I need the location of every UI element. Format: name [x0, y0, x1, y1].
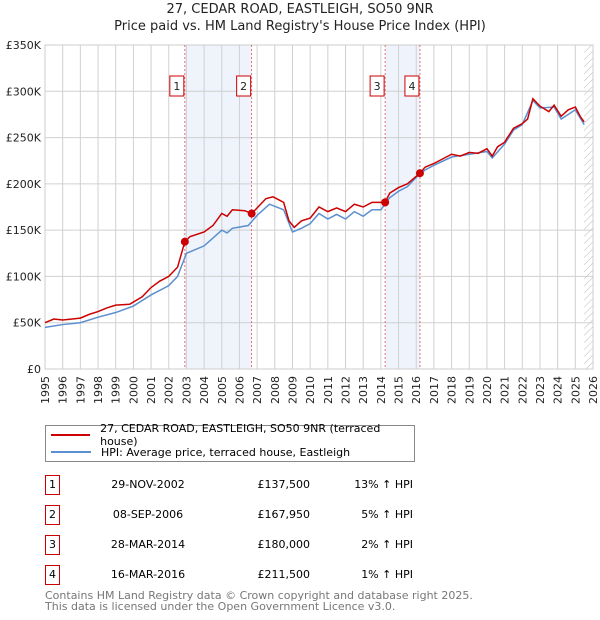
shaded-range [184, 45, 252, 369]
x-tick-label: 2013 [357, 376, 370, 404]
sale-label-box: 3 [369, 75, 385, 97]
x-tick-label: 1998 [92, 376, 105, 404]
shaded-range [385, 45, 420, 369]
sale-point [247, 209, 256, 218]
forecast-hatch [584, 45, 593, 369]
transaction-number: 3 [45, 535, 60, 555]
legend-label: 27, CEDAR ROAD, EASTLEIGH, SO50 9NR (ter… [100, 422, 381, 448]
x-tick-label: 2024 [552, 376, 565, 404]
y-tick-label: £300K [6, 85, 42, 98]
sale-label-box: 4 [404, 75, 420, 97]
x-tick-label: 2022 [516, 376, 529, 404]
x-tick-label: 2004 [198, 376, 211, 404]
price-chart: 1995 1996 1997 1998 1999 2000 2001 2002 2003 2004… [6, 39, 600, 404]
hpi-line [44, 99, 585, 329]
transaction-date: 29-NOV-2002 [111, 478, 185, 491]
footer-licence: This data is licensed under the Open Gov… [45, 600, 396, 613]
sale-label-number: 2 [240, 80, 247, 93]
chart-subtitle: Price paid vs. HM Land Registry's House … [114, 19, 486, 34]
sale-label-box: 2 [236, 75, 252, 97]
sale-label-number: 1 [173, 80, 180, 93]
x-tick-label: 2020 [481, 376, 494, 404]
sale-label-border [236, 75, 252, 97]
x-tick-label: 2002 [163, 376, 176, 404]
transaction-date: 28-MAR-2014 [110, 538, 186, 551]
x-tick-label: 2019 [463, 376, 476, 404]
footer-copyright: Contains HM Land Registry data © Crown c… [45, 589, 473, 602]
x-tick-label: 1999 [110, 376, 123, 404]
property-price-line [44, 97, 585, 324]
transaction-number: 1 [45, 475, 60, 495]
x-tick-label: 2018 [446, 376, 459, 404]
y-tick-label: £200K [6, 178, 42, 191]
x-tick-label: 2025 [569, 376, 582, 404]
x-tick-label: 2015 [393, 376, 406, 404]
transaction-hpi-diff: 13% ↑ HPI [354, 478, 413, 491]
legend-label: HPI: Average price, terraced house, East… [101, 445, 351, 459]
sale-label-border [369, 75, 385, 97]
sale-label-border [169, 75, 185, 97]
transaction-row: 1 29-NOV-2002 £137,500 13% ↑ HPI [45, 475, 445, 495]
sale-label-box: 1 [169, 75, 185, 97]
y-tick-label: £250K [6, 132, 42, 145]
y-tick-label: £150K [6, 224, 42, 237]
chart-title: 27, CEDAR ROAD, EASTLEIGH, SO50 9NR [166, 2, 434, 17]
x-tick-label: 2003 [180, 376, 193, 404]
x-tick-label: 1997 [74, 376, 87, 404]
sale-point [415, 169, 424, 178]
transaction-date: 08-SEP-2006 [112, 508, 184, 521]
x-tick-label: 2011 [322, 376, 335, 404]
x-tick-label: 2010 [304, 376, 317, 404]
sale-label-border [404, 75, 420, 97]
transaction-price: £180,000 [257, 538, 311, 551]
x-tick-label: 2000 [127, 376, 140, 404]
legend-item-hpi: HPI: Average price, terraced house, East… [46, 444, 350, 460]
plot-border [44, 44, 594, 370]
transaction-price: £167,950 [257, 508, 311, 521]
x-tick-label: 2016 [410, 376, 423, 404]
transaction-price: £211,500 [257, 568, 311, 581]
y-tick-label: £50K [13, 317, 42, 330]
sale-label-number: 3 [374, 80, 381, 93]
x-tick-label: 1995 [39, 376, 52, 404]
y-tick-label: £100K [6, 270, 42, 283]
x-tick-label: 2023 [534, 376, 547, 404]
transaction-hpi-diff: 5% ↑ HPI [361, 508, 413, 521]
transaction-row: 3 28-MAR-2014 £180,000 2% ↑ HPI [45, 535, 445, 555]
x-tick-label: 2026 [587, 376, 600, 404]
transaction-row: 2 08-SEP-2006 £167,950 5% ↑ HPI [45, 505, 445, 525]
x-tick-label: 2001 [145, 376, 158, 404]
y-tick-label: £350K [6, 39, 42, 52]
transaction-date: 16-MAR-2016 [110, 568, 186, 581]
transaction-price: £137,500 [257, 478, 311, 491]
legend: 27, CEDAR ROAD, EASTLEIGH, SO50 9NR (ter… [45, 422, 415, 462]
x-tick-label: 2012 [340, 376, 353, 404]
sale-label-number: 4 [408, 80, 415, 93]
transaction-row: 4 16-MAR-2016 £211,500 1% ↑ HPI [45, 565, 445, 585]
y-tick-label: £0 [27, 363, 41, 376]
legend-swatch [51, 451, 91, 453]
transaction-number: 4 [45, 565, 60, 585]
x-tick-label: 2007 [251, 376, 264, 404]
x-tick-label: 2006 [233, 376, 246, 404]
x-tick-label: 2021 [499, 376, 512, 404]
sale-point [180, 237, 189, 246]
x-tick-label: 2009 [286, 376, 299, 404]
sale-point [381, 198, 390, 207]
x-tick-label: 2005 [216, 376, 229, 404]
legend-swatch [51, 434, 91, 436]
x-tick-label: 2017 [428, 376, 441, 404]
x-tick-label: 1996 [57, 376, 70, 404]
x-tick-label: 2008 [269, 376, 282, 404]
transaction-number: 2 [45, 505, 60, 525]
legend-item-property: 27, CEDAR ROAD, EASTLEIGH, SO50 9NR (ter… [46, 422, 414, 448]
transaction-hpi-diff: 1% ↑ HPI [361, 568, 413, 581]
transaction-hpi-diff: 2% ↑ HPI [361, 538, 413, 551]
x-tick-label: 2014 [375, 376, 388, 404]
